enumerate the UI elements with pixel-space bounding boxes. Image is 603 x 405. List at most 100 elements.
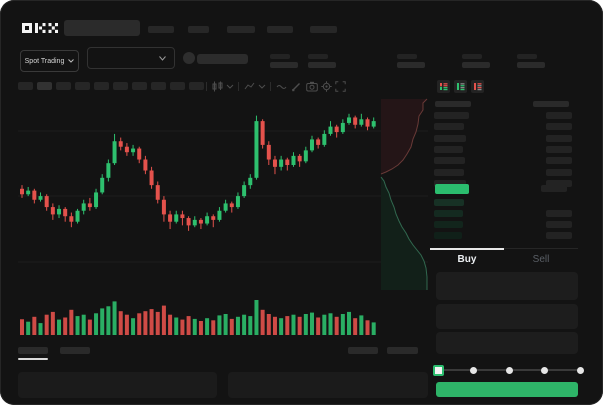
orderbook-view-bids-icon[interactable] [454,80,467,93]
ask-row[interactable] [434,110,578,121]
ticker-stat-value [397,62,425,68]
orderbook-bids [434,197,578,241]
volume-bar [316,317,321,335]
nav-item[interactable] [227,26,255,33]
volume-bar [143,311,148,335]
tab-buy[interactable]: Buy [430,248,504,269]
slider-stop-dot[interactable] [505,366,513,374]
price-input[interactable] [436,272,578,300]
ask-row[interactable] [434,133,578,144]
volume-bar [75,316,80,335]
volume-bar [106,306,111,335]
bid-row[interactable] [434,219,578,230]
bid-row[interactable] [434,208,578,219]
ask-row[interactable] [434,166,578,177]
volume-bar [26,321,31,335]
ask-row[interactable] [434,121,578,132]
indicators-button[interactable] [244,81,266,92]
candle-body [44,196,49,208]
interval-button[interactable] [113,82,128,90]
interval-button[interactable] [132,82,147,90]
settings-gear-icon[interactable] [321,81,332,92]
bottom-panel-left [18,372,217,398]
draw-pencil-icon[interactable] [291,81,302,92]
bottom-tab-order-history[interactable] [60,347,90,354]
volume-bar [131,318,136,335]
interval-button-row [18,82,204,90]
interval-button[interactable] [189,82,204,90]
bid-row[interactable] [434,230,578,241]
tab-sell[interactable]: Sell [504,249,578,269]
amount-input[interactable] [436,304,578,329]
amount-slider[interactable] [433,364,584,376]
line-tool-icon[interactable] [276,81,287,92]
fullscreen-icon[interactable] [335,81,346,92]
total-input[interactable] [436,332,578,354]
candle-body [100,177,105,193]
ask-amount-bar [546,179,572,187]
ticker-stat-label [517,54,537,59]
bid-row[interactable] [434,197,578,208]
volume-bar [112,301,117,335]
orderbook-last-price[interactable] [435,184,469,194]
ticker-stat-value [462,62,490,68]
candle-style-button[interactable] [212,81,234,92]
pair-selector-dropdown[interactable] [87,47,175,69]
buy-submit-button[interactable] [436,382,578,397]
ask-amount-bar [546,168,572,176]
interval-button[interactable] [37,82,52,90]
bid-amount-bar [546,221,572,228]
volume-bar [180,319,185,335]
volume-bar [235,316,240,335]
nav-item[interactable] [267,26,293,33]
volume-bar [285,316,290,335]
bottom-action-placeholder[interactable] [387,347,418,354]
ask-row[interactable] [434,144,578,155]
market-type-selector[interactable]: Spot Trading [20,50,79,72]
volume-bar [205,318,210,335]
okx-logo-icon [22,23,58,33]
candle-body [285,159,290,166]
ticker-stat-label [462,54,482,59]
ask-row[interactable] [434,155,578,166]
slider-stop-dot[interactable] [576,366,584,374]
slider-stop-dot[interactable] [470,366,477,374]
candle-body [279,159,284,167]
pair-name-placeholder[interactable] [197,54,248,64]
camera-snapshot-icon[interactable] [306,81,318,92]
okx-logo[interactable] [22,21,59,35]
bottom-tab-open-orders[interactable] [18,347,48,354]
orderbook-view-both-icon[interactable] [437,80,450,93]
interval-button[interactable] [18,82,33,90]
nav-item[interactable] [188,26,209,33]
candle-body [316,139,321,145]
interval-button[interactable] [151,82,166,90]
ticker-stat-label [270,54,290,59]
candle-body [229,203,234,208]
interval-button[interactable] [75,82,90,90]
orderbook-view-asks-icon[interactable] [471,80,484,93]
interval-button[interactable] [170,82,185,90]
volume-bar [309,312,314,335]
slider-handle[interactable] [433,364,444,376]
volume-bar [87,319,92,335]
slider-stop-dot[interactable] [541,366,548,374]
interval-button[interactable] [94,82,109,90]
search-input[interactable] [64,20,140,36]
ask-row[interactable] [434,178,578,189]
bottom-action-placeholder[interactable] [348,347,378,354]
trade-tabs: Buy Sell [430,248,578,269]
ticker-stat-value [308,62,336,68]
interval-button[interactable] [56,82,71,90]
volume-bar [217,315,222,335]
volume-bar [279,318,284,335]
nav-item[interactable] [148,26,174,33]
toolbar-divider [238,82,239,91]
volume-bar [63,317,68,335]
volume-bar [223,314,228,335]
depth-bids-area [381,177,427,290]
nav-item[interactable] [310,26,337,33]
candle-body [198,219,203,224]
candle-body [272,159,277,167]
